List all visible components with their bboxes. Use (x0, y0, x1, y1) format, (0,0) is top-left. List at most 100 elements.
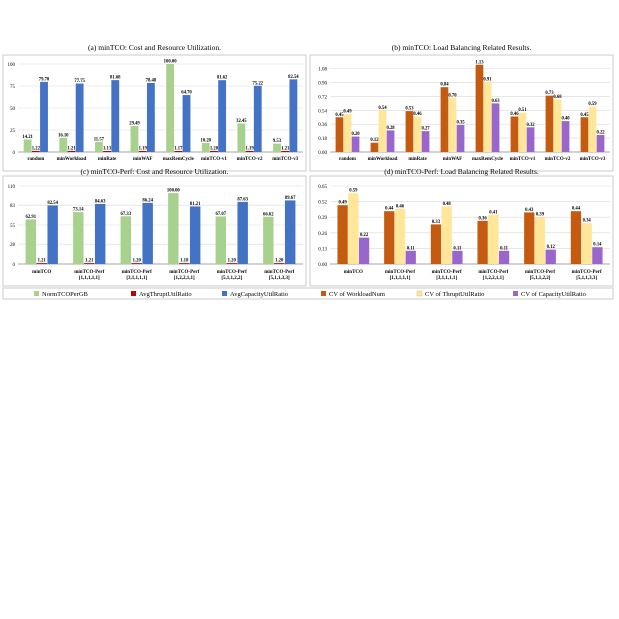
data-label: 0.32 (526, 123, 535, 128)
data-label: 89.67 (285, 196, 296, 201)
bar-avgthruptutilratio (274, 263, 285, 264)
bar-avgcapacityutilratio (284, 200, 296, 264)
x-tick-label: [5,1,1,3,3] (576, 276, 597, 281)
bar-avgcapacityutilratio (189, 206, 201, 264)
bar-cv-of-capacityutilratio (526, 127, 535, 152)
bar-cv-of-capacityutilratio (592, 247, 603, 264)
bar-avgcapacityutilratio (111, 80, 120, 152)
data-label: 0.73 (545, 91, 554, 96)
data-label: 0.63 (491, 99, 500, 104)
bar-normtcopergb (73, 212, 84, 264)
data-label: 100.00 (164, 60, 178, 65)
bar-normtcopergb (201, 143, 210, 152)
data-label: 0.59 (588, 102, 597, 107)
data-label: 0.40 (561, 117, 570, 122)
bar-cv-of-workloadnum (545, 95, 554, 152)
bar-normtcopergb (130, 126, 139, 152)
bar-normtcopergb (94, 141, 103, 152)
y-tick-label: 110 (8, 185, 16, 190)
bar-cv-of-thruptutilratio (394, 208, 406, 264)
data-label: 0.46 (413, 112, 422, 117)
y-tick-label: 1.08 (318, 68, 327, 73)
legend: NormTCOPerGB AvgThruptUtilRatio AvgCapac… (2, 287, 614, 300)
data-label: 62.91 (26, 215, 37, 220)
bar-cv-of-thruptutilratio (488, 214, 499, 264)
y-tick-label: 0.26 (318, 232, 327, 237)
x-tick-label: minTCO-Perf (169, 270, 199, 275)
data-label: 0.53 (405, 107, 414, 112)
data-label: 66.62 (263, 212, 274, 217)
x-tick-label: minTCO-Perf (572, 270, 602, 275)
data-label: 1.20 (275, 259, 284, 264)
data-label: 0.84 (440, 83, 449, 88)
data-label: 73.14 (73, 208, 84, 213)
x-tick-label: minTCO-v2 (545, 157, 571, 162)
data-label: 0.48 (443, 202, 452, 207)
y-tick-label: 0.36 (318, 123, 327, 128)
y-tick-label: 0 (13, 151, 16, 156)
data-label: 0.12 (547, 245, 556, 250)
y-tick-label: 28 (10, 243, 16, 248)
panel-a: (a) minTCO: Cost and Resource Utilizatio… (2, 43, 307, 172)
data-label: 0.46 (396, 204, 405, 209)
y-tick-label: 0.65 (318, 185, 327, 190)
bar-avgcapacityutilratio (94, 203, 106, 264)
x-tick-label: minTCO-Perf (264, 270, 294, 275)
bar-cv-of-capacityutilratio (452, 250, 463, 264)
plot-0: 0 25 50 75 100 14.21 1.22 79.70 random 16.10 1.21 7… (8, 60, 303, 162)
data-label: 0.59 (349, 189, 358, 194)
bar-avgcapacityutilratio (182, 95, 191, 152)
legend-swatch-avgthruptutilratio (131, 291, 136, 296)
panel-a-title: (a) minTCO: Cost and Resource Utilizatio… (88, 43, 221, 52)
y-tick-label: 50 (10, 107, 16, 112)
bar-avgthruptutilratio (131, 263, 142, 264)
bar-avgthruptutilratio (67, 150, 76, 152)
data-label: 86.24 (142, 198, 153, 203)
data-label: 64.70 (181, 91, 192, 96)
x-tick-label: minWAF (133, 157, 152, 162)
data-label: 9.53 (273, 139, 282, 144)
bar-normtcopergb (120, 216, 132, 264)
x-tick-label: minWAF (443, 157, 462, 162)
data-label: 0.44 (385, 207, 394, 212)
data-label: 0.51 (518, 108, 527, 113)
data-label: 1.22 (32, 146, 41, 151)
x-tick-label: minRate (98, 157, 117, 162)
y-tick-label: 75 (10, 85, 16, 90)
bar-avgcapacityutilratio (237, 201, 248, 264)
data-label: 67.07 (216, 212, 227, 217)
x-tick-label: [1,1,1,1,1] (79, 276, 100, 281)
bar-avgcapacityutilratio (40, 81, 48, 152)
legend-label-avgthruptutilratio: AvgThruptUtilRatio (139, 291, 192, 298)
data-label: 0.11 (500, 246, 509, 251)
panel-d-frame (309, 175, 614, 287)
x-tick-label: [1,1,1,1,1] (390, 276, 411, 281)
data-label: 1.21 (67, 146, 76, 151)
panel-b-frame (309, 54, 614, 172)
x-tick-label: [5,1,1,2,2] (530, 276, 551, 281)
x-tick-label: minTCO-v3 (272, 157, 298, 162)
bar-avgcapacityutilratio (146, 82, 155, 152)
bar-cv-of-workloadnum (475, 64, 484, 152)
y-tick-label: 55 (10, 224, 16, 229)
data-label: 1.18 (180, 259, 189, 264)
bar-cv-of-thruptutilratio (534, 217, 546, 264)
legend-frame (2, 287, 614, 300)
bar-cv-of-workloadnum (384, 211, 395, 264)
data-label: 0.91 (483, 77, 492, 82)
bar-cv-of-thruptutilratio (343, 114, 352, 152)
x-tick-label: minTCO (32, 270, 51, 275)
bar-avgthruptutilratio (226, 263, 237, 264)
legend-swatch-avgcapacityutilratio (222, 291, 227, 296)
y-tick-label: 0.39 (318, 216, 327, 221)
panel-d: (d) minTCO-Perf: Load Balancing Related … (309, 167, 614, 287)
data-label: 0.36 (478, 216, 487, 221)
data-label: 1.17 (174, 146, 183, 151)
data-label: 16.10 (58, 133, 69, 138)
legend-label-cv-workloadnum: CV of WorkloadNum (329, 291, 385, 298)
bar-normtcopergb (168, 193, 179, 264)
bar-cv-of-capacityutilratio (405, 250, 416, 264)
legend-label-cv-capacityutilratio: CV of CapacityUtilRatio (521, 291, 586, 298)
x-tick-label: minTCO-v3 (580, 157, 606, 162)
